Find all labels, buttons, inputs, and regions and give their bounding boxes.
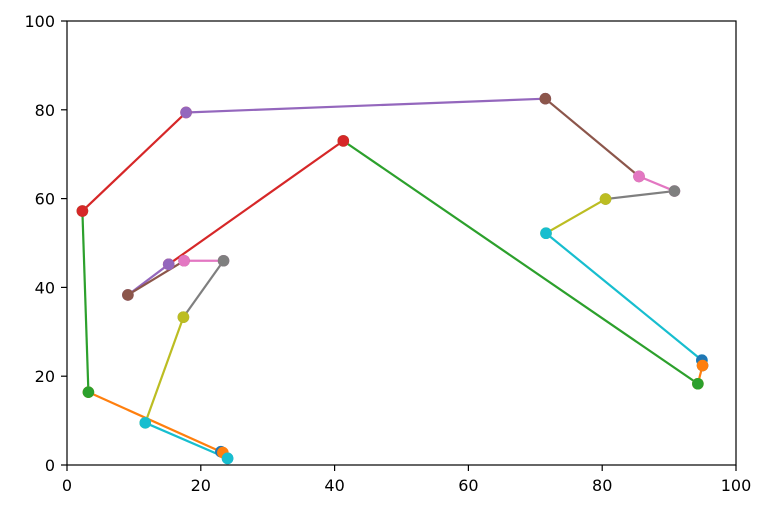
- x-axis: 0 20 40 60 80 100: [62, 465, 751, 495]
- x-tick-label: 100: [721, 476, 752, 495]
- data-point-3-0: [76, 205, 89, 217]
- x-tick-label: 20: [191, 476, 211, 495]
- data-point-18-0: [177, 311, 190, 323]
- data-point-13-0: [337, 135, 350, 147]
- data-point-15-0: [122, 289, 134, 301]
- series-line-3: [81, 111, 187, 212]
- data-point-11-0: [696, 359, 709, 372]
- series-line-12: [342, 139, 699, 385]
- series-line-8: [545, 198, 607, 235]
- data-point-5-0: [539, 92, 552, 105]
- y-tick-label: 20: [35, 367, 55, 386]
- data-point-9-0: [540, 227, 552, 240]
- series-line-19: [144, 421, 228, 460]
- series-line-6: [638, 175, 675, 193]
- x-tick-label: 0: [62, 476, 72, 495]
- data-point-4-0: [180, 106, 192, 119]
- x-tick-label: 80: [592, 476, 612, 495]
- data-point-12-0: [692, 377, 704, 390]
- series-line-1: [87, 391, 224, 454]
- series-line-5: [544, 97, 640, 178]
- series-line-4: [186, 97, 546, 114]
- series-line-18: [144, 316, 185, 424]
- data-point-7-0: [668, 185, 681, 197]
- y-tick-label: 60: [35, 190, 55, 209]
- x-tick-label: 40: [324, 476, 344, 495]
- data-point-17-0: [217, 254, 230, 267]
- x-tick-label: 60: [458, 476, 478, 495]
- y-tick-label: 40: [35, 278, 55, 297]
- data-point-16-0: [178, 254, 190, 267]
- series-line-17: [182, 260, 225, 318]
- series-line-9: [545, 232, 703, 362]
- series-line-2: [81, 210, 90, 393]
- y-tick-label: 0: [45, 456, 55, 475]
- series-line-15: [127, 259, 185, 296]
- y-axis: 0 20 40 60 80 100: [24, 12, 67, 475]
- y-tick-label: 100: [24, 12, 55, 31]
- y-tick-label: 80: [35, 101, 55, 120]
- data-point-2-0: [82, 386, 95, 398]
- plot-marks: [76, 92, 709, 465]
- data-point-19-1: [221, 452, 234, 465]
- plot-frame: [66, 20, 737, 466]
- data-point-6-0: [633, 170, 645, 183]
- data-point-8-0: [599, 193, 612, 205]
- series-line-13: [168, 139, 344, 266]
- data-point-19-0: [139, 417, 152, 429]
- series-line-7: [605, 189, 675, 201]
- data-point-14-0: [162, 258, 175, 271]
